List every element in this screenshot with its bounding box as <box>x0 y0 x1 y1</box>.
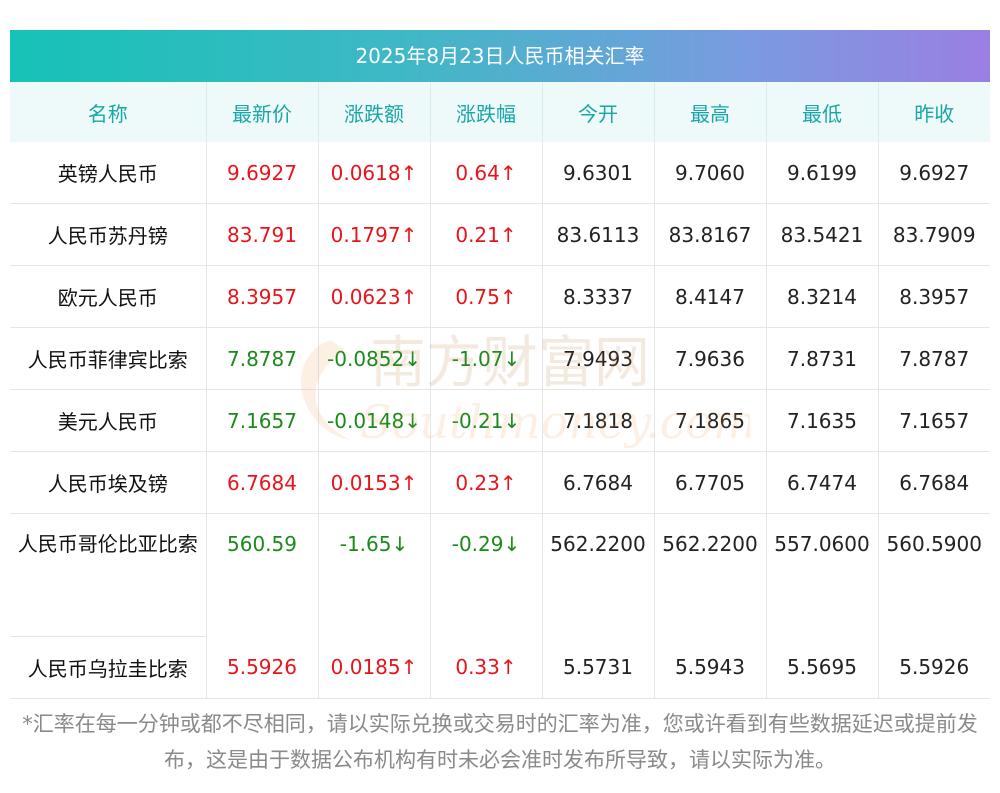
header-pct: 涨跌幅 <box>430 82 543 142</box>
cell-low: 83.5421 <box>766 203 879 266</box>
cell-change: -1.65↓ <box>318 513 431 637</box>
cell-latest: 9.6927 <box>206 142 319 204</box>
cell-latest: 83.791 <box>206 203 319 266</box>
cell-prev: 9.6927 <box>878 142 990 204</box>
table-row: 英镑人民币 9.6927 0.0618↑ 0.64↑ 9.6301 9.7060 9.619… <box>10 142 990 204</box>
table-row: 人民币埃及镑 6.7684 0.0153↑ 0.23↑ 6.7684 6.7705 6.74… <box>10 451 990 514</box>
cell-prev: 7.8787 <box>878 327 990 390</box>
cell-change: -0.0148↓ <box>318 389 431 452</box>
cell-high: 9.7060 <box>654 142 767 204</box>
cell-change: 0.0618↑ <box>318 142 431 204</box>
table-row: 人民币乌拉圭比索 5.5926 0.0185↑ 0.33↑ 5.5731 5.5943 5.… <box>10 636 990 699</box>
cell-high: 6.7705 <box>654 451 767 514</box>
cell-latest: 8.3957 <box>206 265 319 328</box>
cell-name: 人民币埃及镑 <box>10 451 207 514</box>
cell-pct: 0.75↑ <box>430 265 543 328</box>
cell-prev: 6.7684 <box>878 451 990 514</box>
cell-name: 英镑人民币 <box>10 142 207 204</box>
cell-latest: 560.59 <box>206 513 319 637</box>
cell-pct: 0.23↑ <box>430 451 543 514</box>
cell-latest: 7.1657 <box>206 389 319 452</box>
cell-change: -0.0852↓ <box>318 327 431 390</box>
cell-change: 0.0185↑ <box>318 636 431 699</box>
cell-pct: 0.33↑ <box>430 636 543 699</box>
cell-pct: 0.21↑ <box>430 203 543 266</box>
cell-change: 0.0623↑ <box>318 265 431 328</box>
cell-low: 9.6199 <box>766 142 879 204</box>
header-row: 名称 最新价 涨跌额 涨跌幅 今开 最高 最低 昨收 <box>10 82 990 142</box>
cell-low: 7.1635 <box>766 389 879 452</box>
header-prev: 昨收 <box>878 82 990 142</box>
cell-latest: 5.5926 <box>206 636 319 699</box>
header-name: 名称 <box>10 82 207 142</box>
header-high: 最高 <box>654 82 767 142</box>
cell-open: 562.2200 <box>542 513 655 637</box>
cell-open: 7.9493 <box>542 327 655 390</box>
cell-high: 8.4147 <box>654 265 767 328</box>
cell-pct: 0.64↑ <box>430 142 543 204</box>
cell-open: 8.3337 <box>542 265 655 328</box>
cell-low: 8.3214 <box>766 265 879 328</box>
table-row: 欧元人民币 8.3957 0.0623↑ 0.75↑ 8.3337 8.4147 8.321… <box>10 265 990 328</box>
header-low: 最低 <box>766 82 879 142</box>
exchange-rate-table: 名称 最新价 涨跌额 涨跌幅 今开 最高 最低 昨收 英镑人民币 9.6927 0.… <box>10 82 990 699</box>
cell-name: 美元人民币 <box>10 389 207 452</box>
disclaimer-note: *汇率在每一分钟或都不尽相同，请以实际兑换或交易时的汇率为准，您或许看到有些数据… <box>22 712 978 772</box>
cell-change: 0.0153↑ <box>318 451 431 514</box>
cell-name: 人民币苏丹镑 <box>10 203 207 266</box>
cell-low: 557.0600 <box>766 513 879 637</box>
cell-open: 83.6113 <box>542 203 655 266</box>
cell-prev: 7.1657 <box>878 389 990 452</box>
rate-table-container: 2025年8月23日人民币相关汇率 名称 最新价 涨跌额 涨跌幅 今开 最高 最… <box>10 30 990 699</box>
header-change: 涨跌额 <box>318 82 431 142</box>
cell-low: 5.5695 <box>766 636 879 699</box>
table-row: 人民币苏丹镑 83.791 0.1797↑ 0.21↑ 83.6113 83.8167 83… <box>10 203 990 266</box>
cell-name: 欧元人民币 <box>10 265 207 328</box>
cell-open: 5.5731 <box>542 636 655 699</box>
table-row: 人民币哥伦比亚比索 560.59 -1.65↓ -0.29↓ 562.2200 562.2… <box>10 513 990 637</box>
cell-pct: -0.29↓ <box>430 513 543 637</box>
cell-pct: -0.21↓ <box>430 389 543 452</box>
cell-low: 6.7474 <box>766 451 879 514</box>
table-row: 人民币菲律宾比索 7.8787 -0.0852↓ -1.07↓ 7.9493 7.9636… <box>10 327 990 390</box>
cell-change: 0.1797↑ <box>318 203 431 266</box>
cell-prev: 560.5900 <box>886 532 982 556</box>
cell-high: 7.1865 <box>654 389 767 452</box>
header-latest: 最新价 <box>206 82 319 142</box>
cell-name: 人民币菲律宾比索 <box>10 327 207 390</box>
cell-high: 562.2200 <box>654 513 767 637</box>
cell-prev: 83.7909 <box>878 203 990 266</box>
header-open: 今开 <box>542 82 655 142</box>
cell-low: 7.8731 <box>766 327 879 390</box>
cell-latest: 6.7684 <box>206 451 319 514</box>
cell-pct: -1.07↓ <box>430 327 543 390</box>
cell-open: 6.7684 <box>542 451 655 514</box>
cell-high: 83.8167 <box>654 203 767 266</box>
table-title: 2025年8月23日人民币相关汇率 <box>10 30 990 82</box>
cell-prev: 5.5926 <box>878 636 990 699</box>
cell-open: 9.6301 <box>542 142 655 204</box>
table-row: 美元人民币 7.1657 -0.0148↓ -0.21↓ 7.1818 7.1865 7.1… <box>10 389 990 452</box>
cell-name: 人民币乌拉圭比索 <box>10 636 207 699</box>
cell-name: 人民币哥伦比亚比索 <box>10 513 207 637</box>
cell-high: 5.5943 <box>654 636 767 699</box>
cell-open: 7.1818 <box>542 389 655 452</box>
cell-prev: 8.3957 <box>878 265 990 328</box>
cell-high: 7.9636 <box>654 327 767 390</box>
cell-latest: 7.8787 <box>206 327 319 390</box>
